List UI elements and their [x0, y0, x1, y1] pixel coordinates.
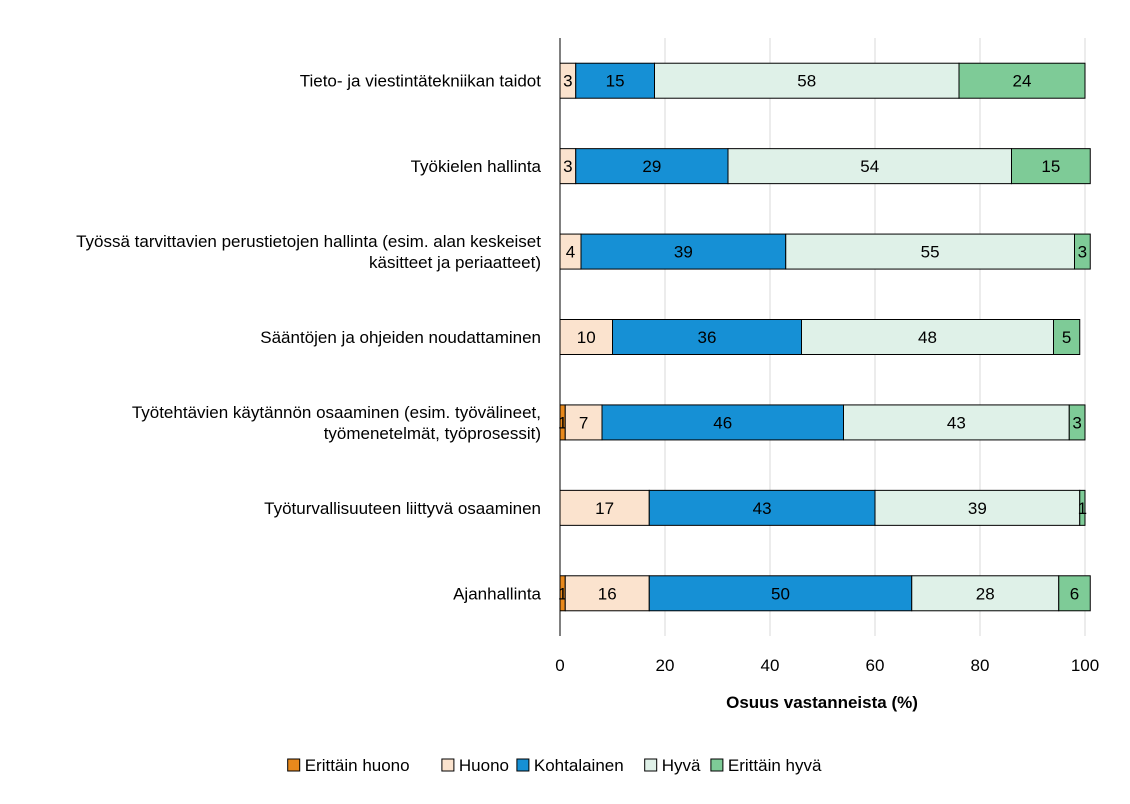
data-label: 15	[606, 72, 625, 91]
data-label: 48	[918, 328, 937, 347]
x-axis-title: Osuus vastanneista (%)	[726, 693, 918, 712]
data-label: 54	[860, 157, 879, 176]
data-label: 3	[563, 157, 572, 176]
category-label: Työturvallisuuteen liittyvä osaaminen	[264, 499, 541, 518]
data-label: 29	[642, 157, 661, 176]
bar-segment	[559, 319, 613, 355]
bar-segment	[911, 575, 1060, 612]
data-label: 43	[947, 413, 966, 432]
data-label: 24	[1013, 72, 1032, 91]
x-tick-label: 100	[1071, 656, 1099, 675]
x-tick-label: 60	[866, 656, 885, 675]
bar-segment	[1068, 404, 1086, 441]
data-label: 3	[1078, 243, 1087, 262]
data-label: 10	[577, 328, 596, 347]
data-label: 3	[563, 72, 572, 91]
bar-segment	[612, 319, 802, 355]
bar-segment	[564, 575, 650, 612]
data-label: 3	[1072, 413, 1081, 432]
axes: 0 20 40 60 80 100	[555, 38, 1099, 675]
bar-segment	[559, 489, 650, 526]
legend-swatch	[287, 758, 301, 772]
legend-label: Erittäin hyvä	[728, 756, 822, 775]
data-label: 1	[558, 413, 567, 432]
legend-swatch	[516, 758, 530, 772]
data-label: 43	[753, 499, 772, 518]
legend-label: Kohtalainen	[534, 756, 624, 775]
bar-segment	[843, 404, 1070, 441]
bar-segment	[1079, 489, 1086, 526]
x-tick-label: 0	[555, 656, 564, 675]
legend-swatch	[644, 758, 658, 772]
data-label: 1	[558, 584, 567, 603]
legend-label: Huono	[459, 756, 509, 775]
data-label: 39	[674, 243, 693, 262]
bar-segment	[958, 62, 1086, 99]
bars: 3 15 58 243 29 54 154 39 55 310 36 48 51 7 46 43 317 43 39…	[558, 62, 1091, 612]
legend-label: Hyvä	[662, 756, 701, 775]
bar-segment	[575, 62, 655, 99]
data-label: 6	[1070, 584, 1079, 603]
bar-segment	[575, 148, 729, 185]
bar-segment	[648, 575, 913, 612]
category-label: Ajanhallinta	[453, 584, 541, 603]
bar-segment	[654, 62, 960, 99]
data-label: 7	[579, 413, 588, 432]
data-label: 58	[797, 72, 816, 91]
category-label: Sääntöjen ja ohjeiden noudattaminen	[260, 328, 541, 347]
data-label: 17	[595, 499, 614, 518]
category-label: työmenetelmät, työprosessit)	[324, 424, 541, 443]
data-label: 1	[1078, 499, 1087, 518]
legend: Erittäin huono Huono Kohtalainen Hyvä Erittä…	[287, 756, 822, 775]
bar-segment	[1053, 319, 1081, 355]
category-label: käsitteet ja periaatteet)	[369, 253, 541, 272]
bar-segment	[801, 319, 1054, 355]
data-label: 55	[921, 243, 940, 262]
data-label: 36	[698, 328, 717, 347]
legend-swatch	[441, 758, 455, 772]
data-label: 46	[713, 413, 732, 432]
bar-segment	[874, 489, 1081, 526]
bar-segment	[580, 233, 787, 270]
category-labels: Tieto- ja viestintätekniikan taidot Työki…	[76, 72, 541, 604]
data-label: 4	[566, 243, 575, 262]
category-label: Työtehtävien käytännön osaaminen (esim. …	[132, 403, 541, 422]
bar-segment	[601, 404, 844, 441]
data-label: 28	[976, 584, 995, 603]
legend-label: Erittäin huono	[305, 756, 410, 775]
data-label: 15	[1041, 157, 1060, 176]
legend-swatch	[710, 758, 724, 772]
category-label: Tieto- ja viestintätekniikan taidot	[300, 72, 542, 91]
bar-segment	[1058, 575, 1091, 612]
category-label: Työkielen hallinta	[411, 157, 542, 176]
x-tick-label: 80	[971, 656, 990, 675]
x-tick-label: 20	[656, 656, 675, 675]
data-label: 16	[598, 584, 617, 603]
bar-segment	[785, 233, 1075, 270]
category-label: Työssä tarvittavien perustietojen hallin…	[76, 232, 541, 251]
bar-segment	[1011, 148, 1091, 185]
bar-segment	[1074, 233, 1091, 270]
data-label: 39	[968, 499, 987, 518]
data-label: 5	[1062, 328, 1071, 347]
x-tick-label: 40	[761, 656, 780, 675]
data-label: 50	[771, 584, 790, 603]
bar-segment	[727, 148, 1012, 185]
